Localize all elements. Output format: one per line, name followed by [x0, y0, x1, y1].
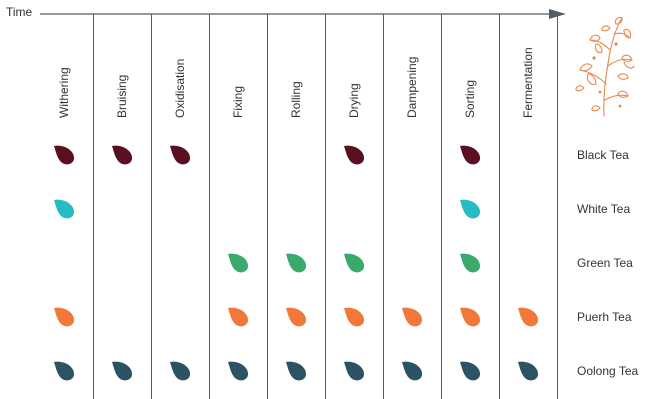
- tea-leaf-icon: [342, 252, 366, 274]
- tea-leaf-icon: [52, 144, 76, 166]
- column-divider: [557, 14, 558, 399]
- tea-leaf-icon: [226, 306, 250, 328]
- tea-leaf-icon: [400, 306, 424, 328]
- tea-leaf-icon: [342, 306, 366, 328]
- tea-leaf-icon: [458, 360, 482, 382]
- process-label-bruising: Bruising: [115, 74, 129, 118]
- tea-leaf-icon: [284, 306, 308, 328]
- process-label-oxidisation: Oxidisation: [173, 58, 187, 118]
- tea-leaf-icon: [284, 360, 308, 382]
- process-label-drying: Drying: [347, 83, 361, 118]
- tea-leaf-icon: [168, 360, 192, 382]
- tea-leaf-icon: [52, 360, 76, 382]
- column-divider: [325, 14, 326, 399]
- tea-leaf-icon: [400, 360, 424, 382]
- column-divider: [209, 14, 210, 399]
- process-label-dampening: Dampening: [405, 56, 419, 118]
- tea-name-puerh-tea: Puerh Tea: [577, 310, 632, 324]
- tea-name-oolong-tea: Oolong Tea: [577, 364, 639, 378]
- tea-leaf-icon: [458, 144, 482, 166]
- process-label-rolling: Rolling: [289, 81, 303, 118]
- tea-leaf-icon: [110, 360, 134, 382]
- column-divider: [151, 14, 152, 399]
- tea-leaf-icon: [342, 360, 366, 382]
- tea-plant-icon: [575, 16, 635, 117]
- tea-leaf-icon: [516, 306, 540, 328]
- tea-leaf-icon: [226, 252, 250, 274]
- column-divider: [499, 14, 500, 399]
- tea-leaf-icon: [458, 306, 482, 328]
- process-label-sorting: Sorting: [463, 79, 477, 118]
- tea-leaf-icon: [168, 144, 192, 166]
- process-label-fixing: Fixing: [231, 85, 245, 118]
- tea-leaf-icon: [52, 198, 76, 220]
- tea-name-green-tea: Green Tea: [577, 256, 633, 270]
- tea-leaf-icon: [226, 360, 250, 382]
- column-divider: [93, 14, 94, 399]
- tea-leaf-icon: [458, 198, 482, 220]
- tea-leaf-icon: [284, 252, 308, 274]
- process-label-fermentation: Fermentation: [521, 47, 535, 118]
- column-divider: [441, 14, 442, 399]
- column-divider: [267, 14, 268, 399]
- tea-name-white-tea: White Tea: [577, 202, 631, 216]
- tea-leaf-icon: [52, 306, 76, 328]
- tea-leaf-icon: [110, 144, 134, 166]
- column-divider: [383, 14, 384, 399]
- tea-name-black-tea: Black Tea: [577, 148, 629, 162]
- time-axis-label: Time: [6, 5, 33, 19]
- process-label-withering: Withering: [57, 67, 71, 118]
- tea-leaf-icon: [516, 360, 540, 382]
- tea-leaf-icon: [458, 252, 482, 274]
- tea-leaf-icon: [342, 144, 366, 166]
